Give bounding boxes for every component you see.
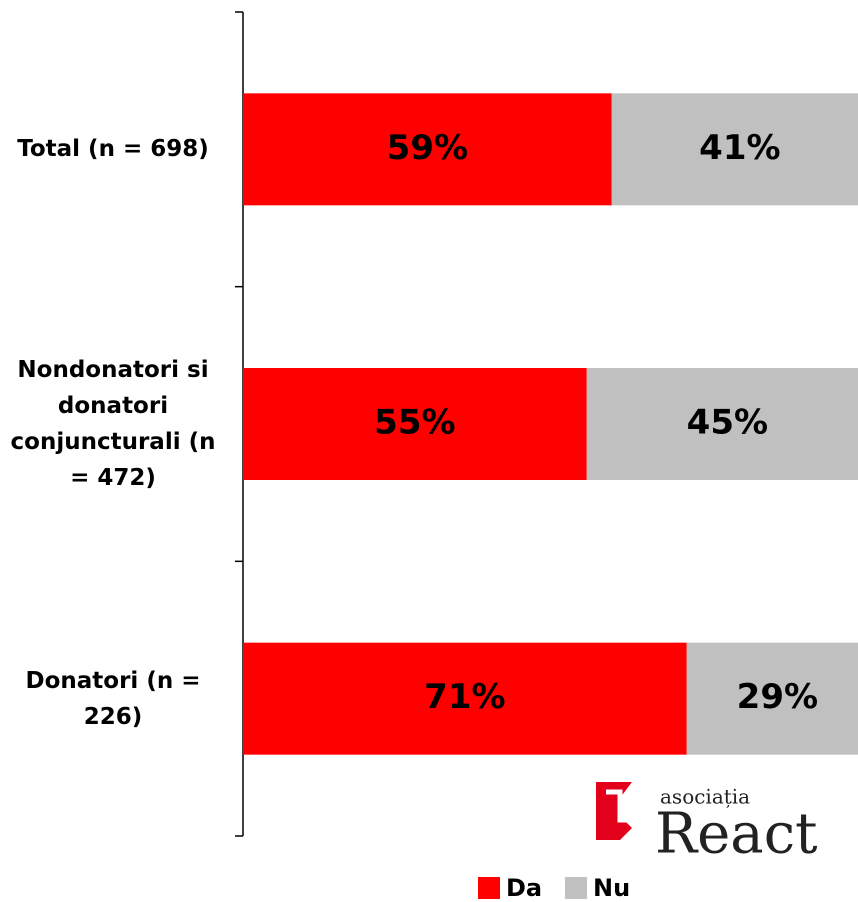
legend-swatch bbox=[478, 877, 500, 899]
bar-segment bbox=[686, 642, 858, 755]
category-label: Total (n = 698) bbox=[17, 136, 209, 163]
logo: asociația React bbox=[596, 782, 818, 867]
value-label: 29% bbox=[737, 677, 818, 717]
category-label: Donatori (n = 226) bbox=[25, 667, 201, 730]
legend-label: Da bbox=[506, 874, 542, 902]
bar-segment bbox=[586, 368, 858, 480]
logo-icon-inner bbox=[606, 789, 634, 823]
bar-segment bbox=[243, 93, 612, 206]
value-label: 45% bbox=[687, 403, 768, 443]
legend-label: Nu bbox=[593, 874, 630, 902]
bar-segment bbox=[611, 93, 858, 206]
value-label: 71% bbox=[424, 677, 505, 717]
value-label: 41% bbox=[699, 128, 780, 168]
bar-segment bbox=[243, 642, 687, 755]
bar-segment bbox=[243, 368, 587, 480]
category-label: Nondonatori si donatori conjuncturali (n… bbox=[10, 357, 216, 491]
logo-small: asociația bbox=[660, 785, 750, 809]
value-label: 55% bbox=[374, 403, 455, 443]
logo-big: React bbox=[655, 802, 818, 867]
value-label: 59% bbox=[387, 128, 468, 168]
legend-swatch bbox=[565, 877, 587, 899]
logo-icon bbox=[596, 782, 632, 840]
